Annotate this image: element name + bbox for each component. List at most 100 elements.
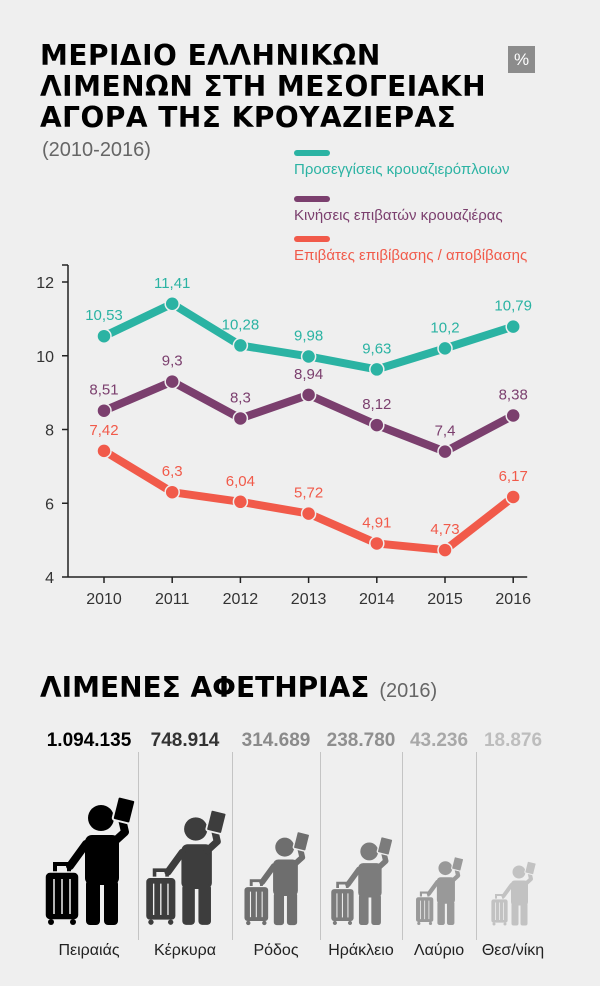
port-name: Ηράκλειο — [328, 942, 394, 959]
data-point — [437, 340, 453, 357]
data-label: 6,3 — [162, 463, 183, 480]
x-tick-label: 2010 — [86, 591, 122, 608]
legend-label: Επιβάτες επιβίβασης / αποβίβασης — [294, 247, 528, 264]
port-column: 748.914 Κέρκυρα — [138, 730, 232, 960]
port-count: 18.876 — [483, 730, 543, 751]
port-column: 43.236 Λαύριο — [402, 730, 476, 960]
x-tick-label: 2015 — [427, 591, 463, 608]
data-label: 9,63 — [362, 340, 391, 357]
traveler-with-suitcase-icon — [490, 861, 537, 926]
column-divider — [476, 752, 477, 940]
y-tick-label: 10 — [36, 349, 54, 366]
data-label: 10,53 — [85, 307, 123, 324]
subtitle: (2010-2016) — [42, 139, 151, 161]
legend-label: Προσεγγίσεις κρουαζιερόπλοιων — [294, 161, 510, 178]
data-label: 7,4 — [435, 423, 456, 440]
column-divider — [402, 752, 403, 940]
port-count: 1.094.135 — [46, 730, 132, 751]
traveler-with-suitcase-icon — [44, 796, 137, 925]
port-count: 238.780 — [326, 730, 396, 751]
port-column: 18.876 Θεσ/νίκη — [476, 730, 550, 960]
data-label: 4,73 — [430, 521, 459, 538]
legend-swatch — [294, 236, 330, 242]
x-tick-label: 2011 — [155, 591, 190, 608]
port-name: Κέρκυρα — [153, 942, 216, 959]
y-tick-label: 4 — [45, 570, 54, 587]
data-point — [164, 296, 180, 312]
port-column: 1.094.135 Πειραιάς — [40, 730, 138, 960]
data-label: 8,12 — [362, 396, 391, 413]
data-point — [96, 328, 112, 344]
data-label: 6,04 — [226, 473, 255, 490]
legend-swatch — [294, 196, 330, 202]
port-column: 238.780 Ηράκλειο — [320, 730, 402, 960]
traveler-with-suitcase-icon — [415, 856, 465, 925]
data-label: 10,79 — [494, 298, 532, 315]
traveler-with-suitcase-icon — [243, 831, 311, 926]
port-column: 314.689 Ρόδος — [232, 730, 320, 960]
legend-label: Κινήσεις επιβατών κρουαζιέρας — [294, 207, 503, 224]
legend-item: Κινήσεις επιβατών κρουαζιέρας — [294, 196, 503, 224]
title-line: ΛΙΜΕΝΩΝ ΣΤΗ ΜΕΣΟΓΕΙΑΚΗ — [40, 70, 487, 103]
data-label: 4,91 — [362, 514, 391, 531]
column-divider — [232, 752, 233, 940]
port-name: Λαύριο — [413, 942, 465, 959]
ports-section-title: ΛΙΜΕΝΕΣ ΑΦΕΤΗΡΙΑΣ (2016) — [40, 671, 437, 704]
data-point — [300, 505, 317, 522]
data-point — [232, 494, 249, 510]
data-point — [437, 443, 453, 460]
data-label: 8,94 — [294, 366, 323, 383]
port-count: 43.236 — [409, 730, 469, 751]
page-title: ΜΕΡΙΔΙΟ ΕΛΛΗΝΙΚΩΝ ΛΙΜΕΝΩΝ ΣΤΗ ΜΕΣΟΓΕΙΑΚΗ… — [40, 40, 486, 133]
percent-unit-badge: % — [508, 46, 535, 73]
legend-swatch — [294, 150, 330, 156]
data-point — [369, 361, 385, 378]
y-tick-label: 8 — [45, 423, 54, 440]
traveler-with-suitcase-icon — [144, 809, 228, 925]
data-label: 9,3 — [162, 353, 183, 370]
data-point — [369, 535, 385, 552]
traveler-with-suitcase-icon — [330, 836, 394, 925]
data-point — [300, 348, 317, 365]
port-name: Πειραιάς — [58, 942, 120, 959]
ports-title-text: ΛΙΜΕΝΕΣ ΑΦΕΤΗΡΙΑΣ — [40, 671, 370, 704]
data-label: 6,17 — [499, 468, 528, 485]
legend-item: Επιβάτες επιβίβασης / αποβίβασης — [294, 236, 527, 264]
data-point — [369, 417, 385, 433]
data-point — [96, 402, 112, 419]
line-chart: 4 6 8 10 12 2010 2011 2012 2013 2014 2015 2016 10,53… — [36, 264, 532, 608]
y-tick-label: 6 — [45, 496, 54, 513]
title-line: ΑΓΟΡΑ ΤΗΣ ΚΡΟΥΑΖΙΕΡΑΣ — [40, 101, 457, 134]
x-tick-label: 2013 — [291, 591, 327, 608]
data-point — [164, 373, 180, 390]
legend-item: Προσεγγίσεις κρουαζιερόπλοιων — [294, 150, 509, 178]
data-point — [437, 542, 453, 558]
data-point — [505, 407, 521, 424]
column-divider — [320, 752, 321, 940]
data-point — [505, 318, 521, 335]
data-label: 9,98 — [294, 327, 323, 344]
data-label: 7,42 — [89, 422, 118, 439]
data-label: 8,51 — [89, 382, 118, 399]
ports-row: 1.094.135 Πειραιάς 748.914 Κέρκυρα 314.689 Ρό… — [40, 730, 550, 960]
port-name: Θεσ/νίκη — [481, 942, 545, 959]
data-point — [300, 387, 317, 403]
y-tick-label: 12 — [36, 275, 54, 292]
ports-year: (2016) — [379, 680, 438, 702]
data-point — [232, 337, 249, 354]
data-label: 8,38 — [499, 386, 528, 403]
data-point — [96, 443, 112, 459]
port-count: 748.914 — [150, 730, 220, 751]
data-point — [232, 410, 249, 427]
data-label: 10,2 — [430, 319, 459, 336]
port-count: 314.689 — [241, 730, 311, 751]
data-label: 8,3 — [230, 389, 251, 406]
title-line: ΜΕΡΙΔΙΟ ΕΛΛΗΝΙΚΩΝ — [40, 39, 381, 72]
x-tick-label: 2012 — [223, 591, 259, 608]
port-name: Ρόδος — [253, 942, 299, 959]
data-point — [164, 484, 180, 500]
x-tick-label: 2016 — [495, 591, 531, 608]
x-tick-label: 2014 — [359, 591, 395, 608]
data-point — [505, 489, 521, 505]
column-divider — [138, 752, 139, 940]
